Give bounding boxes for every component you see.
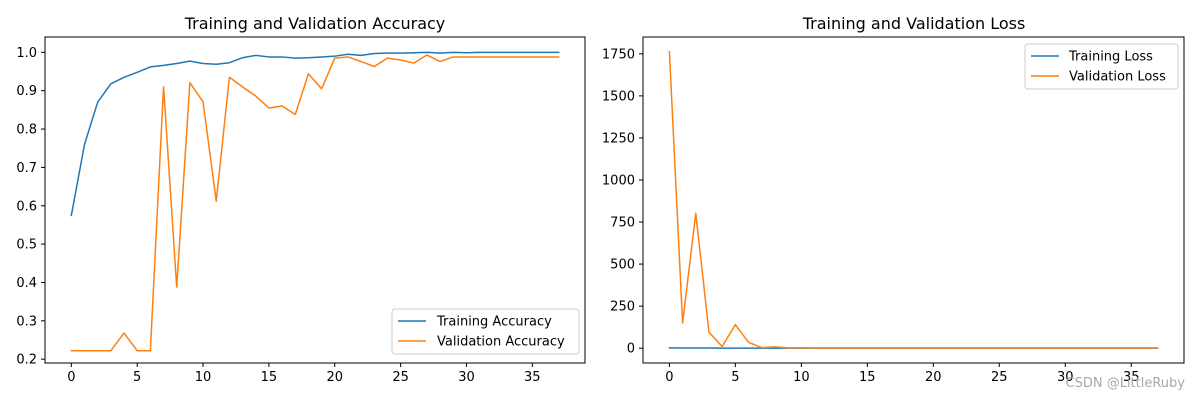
loss-x-tick-label: 0 [665, 370, 673, 385]
accuracy-chart: Training and Validation Accuracy 0 5 10 15 2… [16, 14, 586, 385]
accuracy-y-tick-label: 0.5 [16, 238, 37, 253]
accuracy-y-ticks: 0.2 0.3 0.4 0.5 0.6 0.7 0.8 0.9 1.0 [16, 46, 45, 368]
loss-legend: Training Loss Validation Loss [1024, 43, 1179, 90]
loss-chart: Training and Validation Loss 0 5 10 15 20 25 3… [602, 14, 1185, 385]
accuracy-y-tick-label: 0.6 [16, 199, 37, 214]
accuracy-y-tick-label: 0.4 [16, 276, 37, 291]
loss-x-tick-label: 15 [859, 370, 876, 385]
accuracy-x-tick-label: 10 [195, 370, 212, 385]
loss-y-tick-label: 1250 [602, 131, 635, 146]
accuracy-legend: Training Accuracy Validation Accuracy [391, 308, 580, 355]
accuracy-legend-box [391, 308, 580, 355]
series-line-training-accuracy [70, 51, 560, 217]
loss-y-tick-label: 0 [627, 342, 635, 357]
loss-x-tick-label: 25 [991, 370, 1008, 385]
legend-label-training-loss: Training Loss [1068, 50, 1153, 65]
loss-x-tick-label: 20 [925, 370, 942, 385]
loss-x-tick-label: 30 [1057, 370, 1074, 385]
loss-plot-frame [642, 36, 1185, 364]
accuracy-y-tick-label: 0.3 [16, 314, 37, 329]
accuracy-x-tick-label: 0 [67, 370, 75, 385]
accuracy-x-ticks: 0 5 10 15 20 25 30 35 [67, 363, 541, 385]
loss-legend-box [1024, 43, 1179, 90]
loss-x-ticks: 0 5 10 15 20 25 30 35 [665, 363, 1139, 385]
accuracy-series [70, 51, 560, 352]
accuracy-x-tick-label: 25 [392, 370, 409, 385]
loss-y-tick-label: 750 [610, 216, 635, 231]
loss-y-tick-label: 500 [610, 258, 635, 273]
series-line-validation-loss [668, 50, 1159, 349]
accuracy-x-tick-label: 15 [261, 370, 278, 385]
series-line-validation-accuracy [70, 54, 560, 352]
loss-x-tick-label: 5 [731, 370, 739, 385]
loss-y-tick-label: 1750 [602, 47, 635, 62]
accuracy-plot-frame [44, 36, 586, 364]
accuracy-x-tick-label: 5 [133, 370, 141, 385]
accuracy-y-tick-label: 1.0 [16, 46, 37, 61]
loss-y-tick-label: 250 [610, 300, 635, 315]
legend-label-training-accuracy: Training Accuracy [436, 315, 552, 330]
loss-chart-title: Training and Validation Loss [802, 14, 1026, 33]
loss-y-ticks: 0 250 500 750 1000 1250 1500 1750 [602, 47, 643, 357]
legend-label-validation-accuracy: Validation Accuracy [437, 335, 565, 350]
watermark: CSDN @LittleRuby [1066, 376, 1186, 391]
loss-series [668, 50, 1159, 349]
legend-label-validation-loss: Validation Loss [1069, 70, 1166, 85]
accuracy-y-tick-label: 0.7 [16, 161, 37, 176]
accuracy-y-tick-label: 0.2 [16, 353, 37, 368]
accuracy-y-tick-label: 0.9 [16, 84, 37, 99]
loss-x-tick-label: 35 [1123, 370, 1140, 385]
accuracy-chart-title: Training and Validation Accuracy [184, 14, 446, 33]
loss-y-tick-label: 1000 [602, 173, 635, 188]
accuracy-x-tick-label: 35 [524, 370, 541, 385]
accuracy-x-tick-label: 30 [458, 370, 475, 385]
loss-y-tick-label: 1500 [602, 89, 635, 104]
accuracy-x-tick-label: 20 [326, 370, 343, 385]
loss-x-tick-label: 10 [793, 370, 810, 385]
accuracy-y-tick-label: 0.8 [16, 123, 37, 138]
